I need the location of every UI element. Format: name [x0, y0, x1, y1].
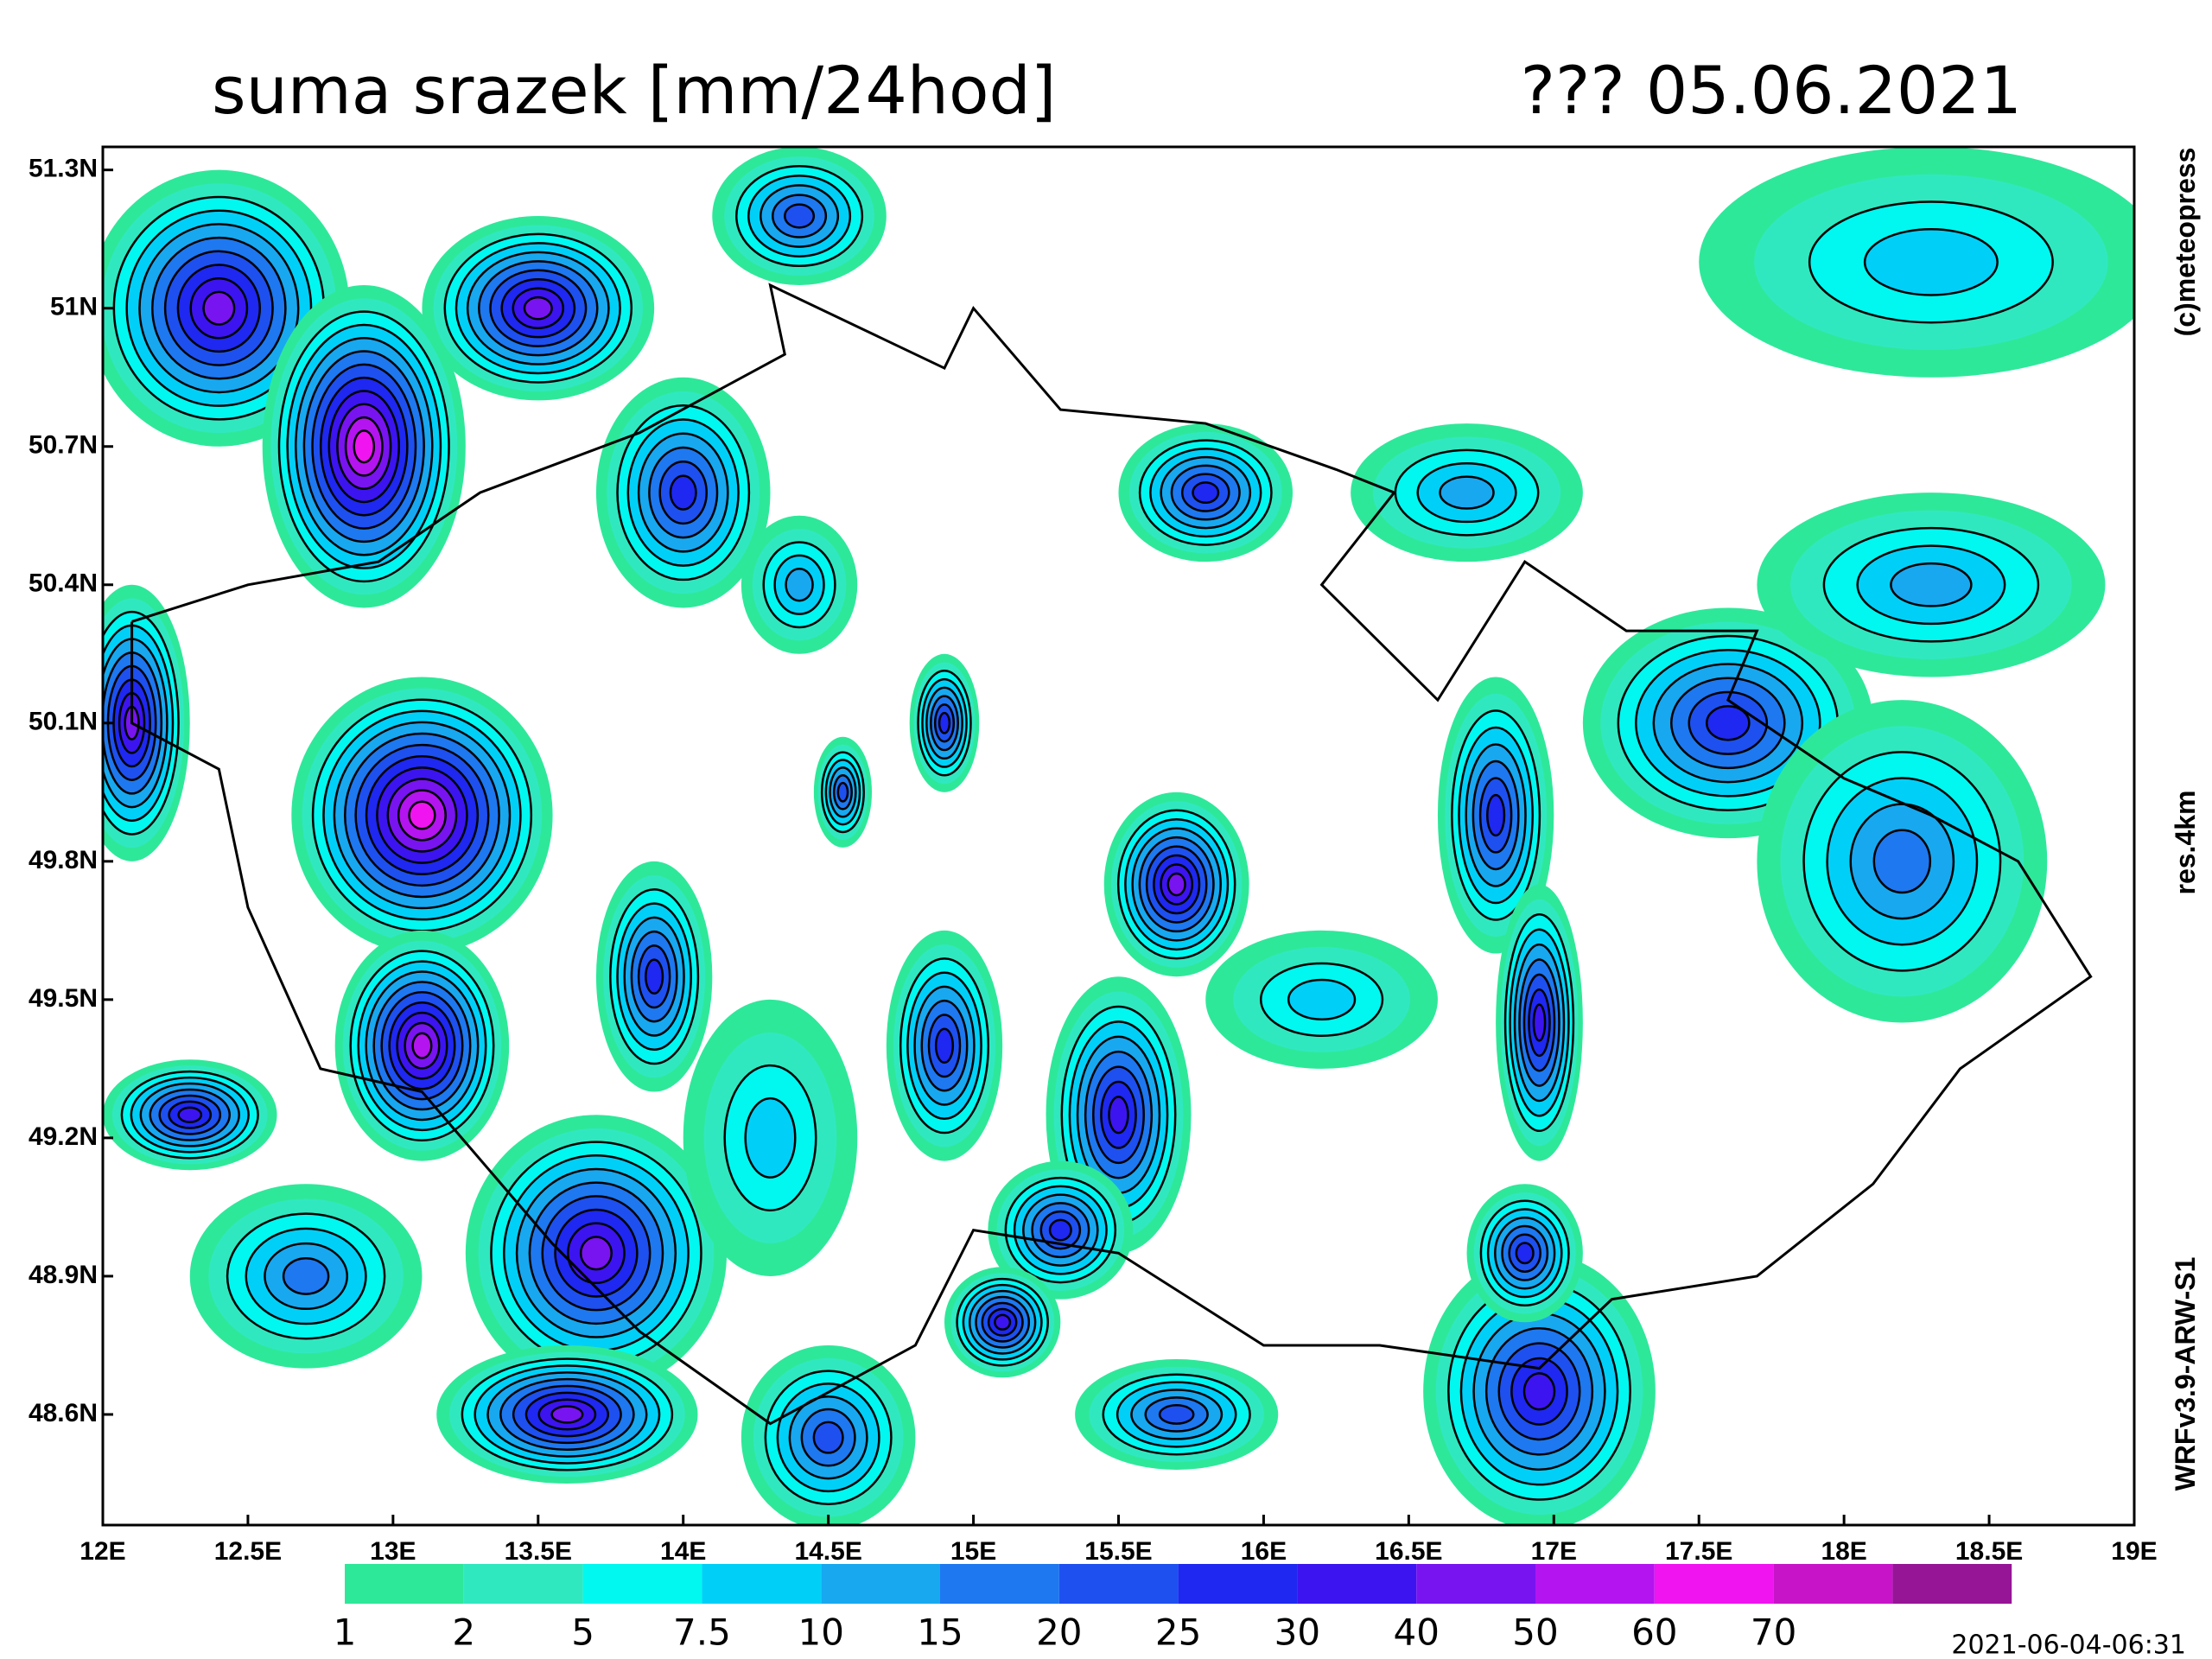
- precip-contour: [812, 1421, 844, 1454]
- lon-tick-label: 17.5E: [1665, 1537, 1732, 1566]
- lon-tick-label: 15E: [950, 1537, 996, 1566]
- precip-contour: [1158, 1404, 1195, 1425]
- country-border: [130, 283, 2093, 1426]
- colorbar-swatch: [1654, 1564, 1774, 1604]
- colorbar-swatch: [1773, 1564, 1893, 1604]
- precip-field: [103, 147, 2134, 1525]
- colorbar-swatch: [1892, 1564, 2012, 1604]
- lat-tick-label: 50.1N: [29, 708, 98, 736]
- precip-contour: [1890, 562, 1973, 607]
- colorbar-label: 10: [798, 1611, 843, 1654]
- credit: (c)meteopress: [2170, 148, 2201, 337]
- precip-contour: [411, 1032, 433, 1059]
- precip-contour: [1439, 475, 1495, 510]
- colorbar-swatch: [1297, 1564, 1417, 1604]
- precip-contour: [1515, 1242, 1535, 1265]
- colorbar-label: 15: [917, 1611, 963, 1654]
- colorbar-swatch: [1058, 1564, 1179, 1604]
- lat-tick-label: 48.6N: [29, 1399, 98, 1427]
- precip-contour: [523, 296, 553, 321]
- precip-contour: [1048, 1218, 1072, 1242]
- lon-tick-label: 16.5E: [1375, 1537, 1442, 1566]
- lon-tick-label: 13.5E: [505, 1537, 572, 1566]
- precip-contour: [669, 474, 697, 511]
- colorbar-swatch: [940, 1564, 1059, 1604]
- precip-contour: [1872, 829, 1932, 894]
- colorbar-label: 70: [1751, 1611, 1796, 1654]
- precip-contour: [934, 1027, 955, 1064]
- lon-tick-label: 12E: [79, 1537, 125, 1566]
- timestamp: 2021-06-04-06:31: [1951, 1630, 2186, 1659]
- precip-contour: [1532, 1003, 1547, 1042]
- colorbar-label: 40: [1393, 1611, 1439, 1654]
- title: suma srazek [mm/24hod]: [212, 52, 1056, 129]
- precip-contour: [784, 203, 816, 229]
- colorbar-swatch: [821, 1564, 940, 1604]
- precip-contour: [202, 290, 236, 326]
- lon-tick-label: 14.5E: [794, 1537, 861, 1566]
- precip-contour: [645, 958, 664, 995]
- colorbar-label: 7.5: [673, 1611, 731, 1654]
- colorbar-swatch: [702, 1564, 822, 1604]
- lon-tick-label: 16E: [1241, 1537, 1287, 1566]
- precip-contour: [994, 1313, 1012, 1331]
- lat-tick-label: 50.4N: [29, 569, 98, 598]
- lat-tick-label: 49.2N: [29, 1122, 98, 1151]
- precip-contour: [785, 568, 814, 602]
- precip-contour: [177, 1106, 203, 1123]
- lat-tick-label: 51.3N: [29, 155, 98, 183]
- precip-contour: [1166, 872, 1186, 897]
- precip-contour: [836, 781, 849, 803]
- precip-contour: [1287, 978, 1357, 1020]
- resolution: res.4km: [2170, 791, 2201, 895]
- colorbar-swatch: [1535, 1564, 1655, 1604]
- precip-contour: [282, 1257, 330, 1295]
- precip-contour: [550, 1405, 584, 1424]
- precip-contour: [1108, 1096, 1129, 1135]
- colorbar-label: 30: [1274, 1611, 1320, 1654]
- lon-tick-label: 15.5E: [1084, 1537, 1152, 1566]
- precip-contour: [1705, 705, 1751, 741]
- lon-tick-label: 19E: [2111, 1537, 2157, 1566]
- lat-tick-label: 49.8N: [29, 846, 98, 874]
- colorbar-swatch: [345, 1564, 464, 1604]
- precip-contour: [1192, 481, 1220, 505]
- lon-tick-label: 17E: [1531, 1537, 1577, 1566]
- colorbar-swatch: [582, 1564, 702, 1604]
- lon-tick-label: 18E: [1821, 1537, 1866, 1566]
- precip-contour: [1522, 1372, 1556, 1411]
- colorbar-label: 50: [1512, 1611, 1558, 1654]
- colorbar-label: 20: [1036, 1611, 1082, 1654]
- precip-contour: [938, 711, 951, 734]
- colorbar-label: 5: [571, 1611, 594, 1654]
- precip-contour: [744, 1096, 797, 1179]
- model: WRFv3.9-ARW-S1: [2170, 1257, 2201, 1491]
- lat-tick-label: 48.9N: [29, 1261, 98, 1289]
- colorbar-label: 2: [452, 1611, 475, 1654]
- colorbar-label: 60: [1631, 1611, 1677, 1654]
- precip-contour: [579, 1236, 613, 1271]
- precip-contour: [408, 800, 436, 830]
- lon-tick-label: 18.5E: [1955, 1537, 2023, 1566]
- lat-tick-label: 49.5N: [29, 984, 98, 1013]
- precip-contour: [1863, 228, 1999, 296]
- colorbar-swatch: [1178, 1564, 1298, 1604]
- colorbar-label: 1: [334, 1611, 357, 1654]
- colorbar-swatch: [1416, 1564, 1535, 1604]
- precip-contour: [1486, 793, 1506, 837]
- lon-tick-label: 13E: [370, 1537, 416, 1566]
- colorbar-label: 25: [1155, 1611, 1201, 1654]
- lat-tick-label: 50.7N: [29, 431, 98, 460]
- lat-tick-label: 51N: [50, 293, 98, 321]
- lon-tick-label: 12.5E: [214, 1537, 282, 1566]
- date: ??? 05.06.2021: [1521, 52, 2022, 129]
- lon-tick-label: 14E: [660, 1537, 706, 1566]
- precip-contour: [353, 429, 376, 464]
- colorbar-swatch: [463, 1564, 583, 1604]
